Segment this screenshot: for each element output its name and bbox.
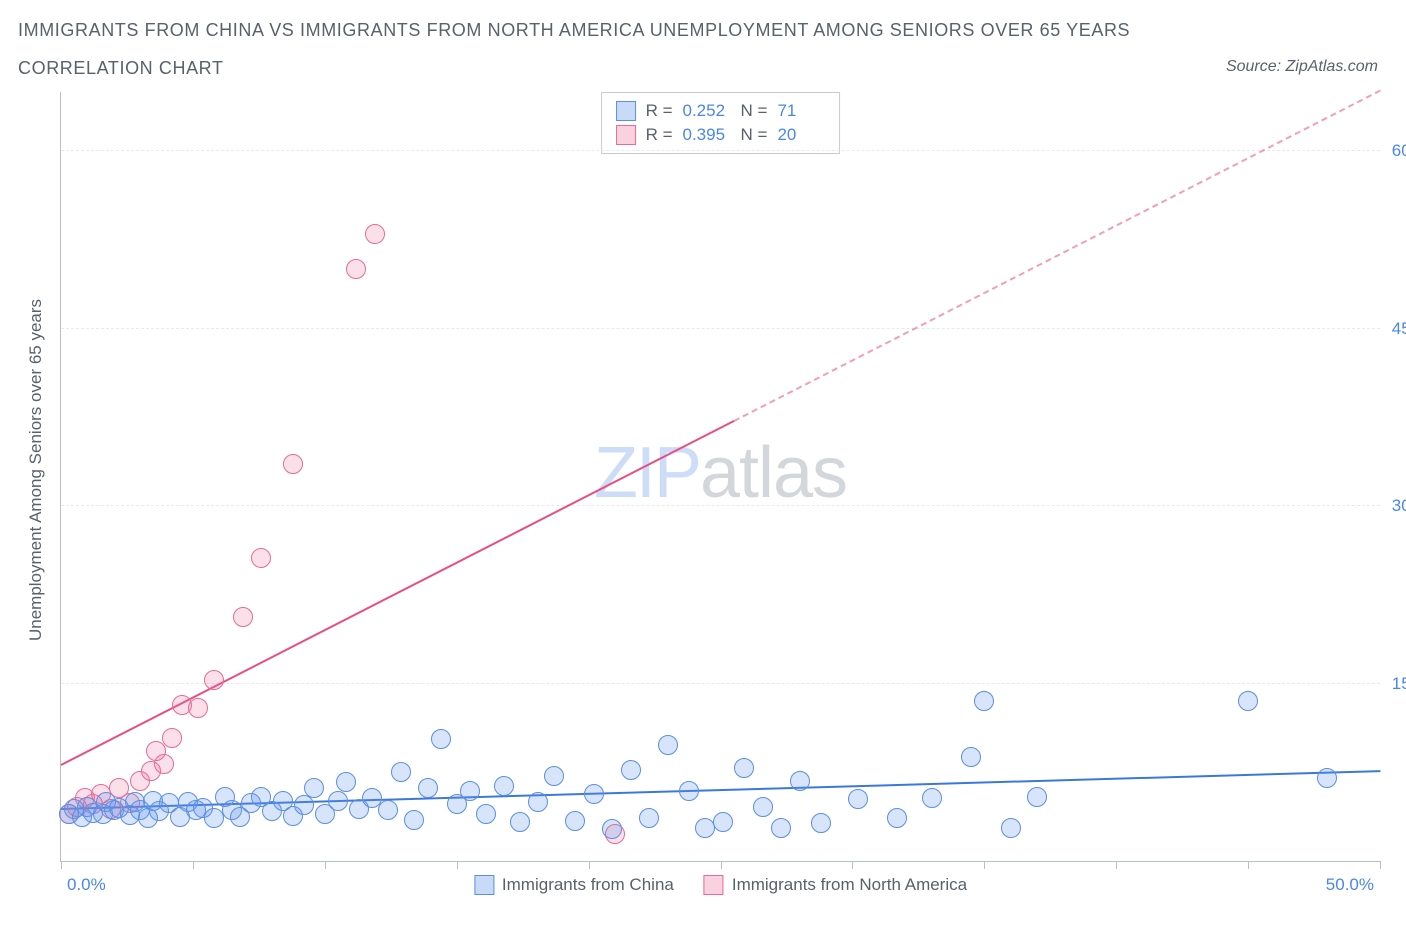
- x-tick: [1116, 861, 1117, 869]
- plot-area: ZIPatlas R = 0.252 N = 71 R = 0.395 N = …: [60, 92, 1380, 862]
- legend-stats-pink: R = 0.395 N = 20: [616, 123, 826, 147]
- legend-stats: R = 0.252 N = 71 R = 0.395 N = 20: [601, 92, 841, 154]
- point-blue: [304, 778, 324, 798]
- swatch-pink: [704, 875, 724, 895]
- n-label: N =: [741, 125, 768, 145]
- point-blue: [431, 729, 451, 749]
- point-blue: [621, 760, 641, 780]
- legend-item-pink: Immigrants from North America: [704, 875, 967, 895]
- point-blue: [961, 747, 981, 767]
- point-blue: [811, 813, 831, 833]
- point-blue: [1238, 691, 1258, 711]
- point-blue: [1001, 818, 1021, 838]
- legend-label-blue: Immigrants from China: [502, 875, 674, 895]
- n-value-pink: 20: [777, 125, 825, 145]
- point-blue: [404, 810, 424, 830]
- point-blue: [391, 762, 411, 782]
- point-blue: [734, 758, 754, 778]
- y-axis-label: Unemployment Among Seniors over 65 years: [26, 299, 46, 641]
- x-tick-label-max: 50.0%: [1326, 875, 1374, 895]
- trendline: [61, 421, 735, 767]
- point-blue: [328, 791, 348, 811]
- r-label: R =: [646, 101, 673, 121]
- y-tick-label: 60.0%: [1384, 141, 1406, 161]
- source-prefix: Source:: [1226, 58, 1286, 75]
- legend-stats-blue: R = 0.252 N = 71: [616, 99, 826, 123]
- point-pink: [204, 670, 224, 690]
- y-tick-label: 15.0%: [1384, 674, 1406, 694]
- swatch-blue: [616, 101, 636, 121]
- point-pink: [251, 548, 271, 568]
- point-blue: [204, 808, 224, 828]
- y-tick-label: 45.0%: [1384, 319, 1406, 339]
- x-tick: [1380, 861, 1381, 869]
- point-blue: [528, 792, 548, 812]
- x-tick: [61, 861, 62, 869]
- watermark-atlas: atlas: [700, 432, 847, 512]
- legend-series: Immigrants from China Immigrants from No…: [474, 875, 967, 895]
- point-blue: [476, 804, 496, 824]
- x-tick: [721, 861, 722, 869]
- point-blue: [378, 800, 398, 820]
- point-pink: [365, 224, 385, 244]
- x-tick: [193, 861, 194, 869]
- point-blue: [753, 797, 773, 817]
- source-name: ZipAtlas.com: [1286, 58, 1378, 75]
- point-blue: [336, 772, 356, 792]
- point-blue: [790, 771, 810, 791]
- chart-title: IMMIGRANTS FROM CHINA VS IMMIGRANTS FROM…: [18, 20, 1130, 41]
- point-blue: [1317, 768, 1337, 788]
- legend-item-blue: Immigrants from China: [474, 875, 674, 895]
- x-tick: [1248, 861, 1249, 869]
- legend-label-pink: Immigrants from North America: [732, 875, 967, 895]
- x-tick: [325, 861, 326, 869]
- point-blue: [584, 784, 604, 804]
- point-blue: [658, 735, 678, 755]
- gridline: [61, 150, 1380, 151]
- n-value-blue: 71: [777, 101, 825, 121]
- point-blue: [974, 691, 994, 711]
- x-tick: [984, 861, 985, 869]
- point-blue: [922, 788, 942, 808]
- chart-subtitle: CORRELATION CHART: [18, 58, 224, 79]
- gridline: [61, 505, 1380, 506]
- point-blue: [494, 776, 514, 796]
- point-blue: [510, 812, 530, 832]
- r-value-pink: 0.395: [683, 125, 731, 145]
- r-label: R =: [646, 125, 673, 145]
- x-tick: [589, 861, 590, 869]
- point-blue: [565, 811, 585, 831]
- point-blue: [848, 789, 868, 809]
- point-blue: [639, 808, 659, 828]
- point-blue: [294, 795, 314, 815]
- point-pink: [233, 607, 253, 627]
- point-blue: [695, 818, 715, 838]
- point-blue: [771, 818, 791, 838]
- swatch-blue: [474, 875, 494, 895]
- point-blue: [460, 781, 480, 801]
- n-label: N =: [741, 101, 768, 121]
- point-blue: [713, 812, 733, 832]
- x-tick-label-min: 0.0%: [67, 875, 106, 895]
- point-blue: [679, 781, 699, 801]
- gridline: [61, 328, 1380, 329]
- swatch-pink: [616, 125, 636, 145]
- point-blue: [418, 778, 438, 798]
- point-blue: [602, 819, 622, 839]
- point-pink: [154, 754, 174, 774]
- gridline: [61, 683, 1380, 684]
- source-credit: Source: ZipAtlas.com: [1226, 58, 1378, 76]
- r-value-blue: 0.252: [683, 101, 731, 121]
- point-pink: [162, 728, 182, 748]
- point-pink: [346, 259, 366, 279]
- point-blue: [1027, 787, 1047, 807]
- point-pink: [188, 698, 208, 718]
- x-tick: [852, 861, 853, 869]
- point-blue: [887, 808, 907, 828]
- x-tick: [457, 861, 458, 869]
- y-tick-label: 30.0%: [1384, 496, 1406, 516]
- point-blue: [544, 766, 564, 786]
- point-pink: [283, 454, 303, 474]
